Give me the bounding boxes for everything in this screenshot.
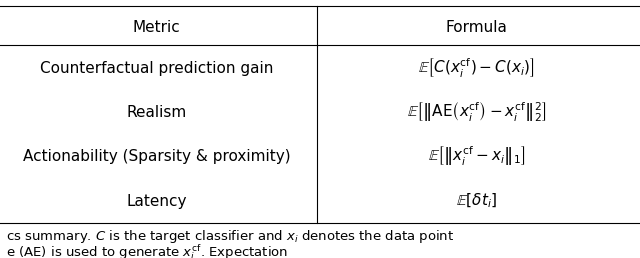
Text: e (AE) is used to generate $x_i^{\mathrm{cf}}$. Expectation: e (AE) is used to generate $x_i^{\mathrm… <box>6 243 289 258</box>
Text: $\mathbb{E}\left[\delta t_i\right]$: $\mathbb{E}\left[\delta t_i\right]$ <box>456 192 497 211</box>
Text: Latency: Latency <box>127 194 187 209</box>
Text: $\mathbb{E}\left[\left\|\mathrm{AE}\left(x_i^{\mathrm{cf}}\right) - x_i^{\mathrm: $\mathbb{E}\left[\left\|\mathrm{AE}\left… <box>407 101 547 124</box>
Text: Formula: Formula <box>446 20 508 35</box>
Text: Realism: Realism <box>127 105 187 120</box>
Text: Metric: Metric <box>133 20 180 35</box>
Text: Actionability (Sparsity & proximity): Actionability (Sparsity & proximity) <box>23 149 291 164</box>
Text: $\mathbb{E}\left[\left\|x_i^{\mathrm{cf}} - x_i\right\|_1\right]$: $\mathbb{E}\left[\left\|x_i^{\mathrm{cf}… <box>428 144 525 168</box>
Text: $\mathbb{E}\left[C(x_i^{\mathrm{cf}}) - C(x_i)\right]$: $\mathbb{E}\left[C(x_i^{\mathrm{cf}}) - … <box>419 57 535 80</box>
Text: cs summary. $C$ is the target classifier and $x_i$ denotes the data point: cs summary. $C$ is the target classifier… <box>6 228 454 245</box>
Text: Counterfactual prediction gain: Counterfactual prediction gain <box>40 61 273 76</box>
